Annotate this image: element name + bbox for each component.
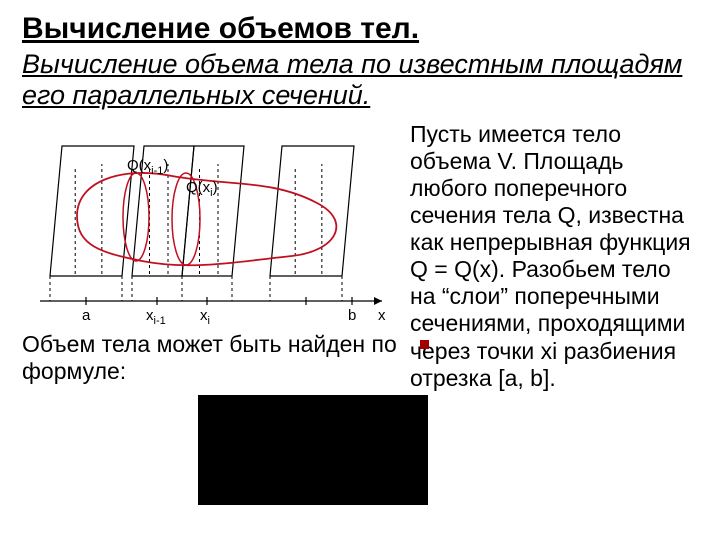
label-xi-1: xi-1 [146, 307, 166, 327]
label-q-xi-1: Q(xi-1) [127, 157, 168, 177]
slide-subtitle: Вычисление объема тела по известным площ… [22, 49, 702, 111]
label-b: b [348, 307, 356, 324]
bullet-icon [420, 340, 429, 349]
slide-title: Вычисление объемов тел. [22, 12, 702, 47]
formula-blackbox [198, 395, 428, 505]
label-x-axis: x [378, 307, 386, 324]
diagram: Q(xi-1) Q(xi) a xi-1 xi b x [22, 121, 402, 331]
label-a: a [82, 307, 90, 324]
label-xi: xi [200, 307, 210, 327]
left-column: Q(xi-1) Q(xi) a xi-1 xi b x Объем тела м… [22, 121, 402, 392]
formula-text: Объем тела может быть найден по формуле: [22, 331, 402, 385]
paragraph: Пусть имеется тело объема V. Площадь люб… [410, 121, 702, 392]
right-column: Пусть имеется тело объема V. Площадь люб… [410, 121, 702, 392]
content-row: Q(xi-1) Q(xi) a xi-1 xi b x Объем тела м… [22, 121, 702, 392]
diagram-svg [22, 121, 402, 331]
label-q-xi: Q(xi) [186, 179, 218, 199]
slide: Вычисление объемов тел. Вычисление объем… [0, 0, 720, 540]
